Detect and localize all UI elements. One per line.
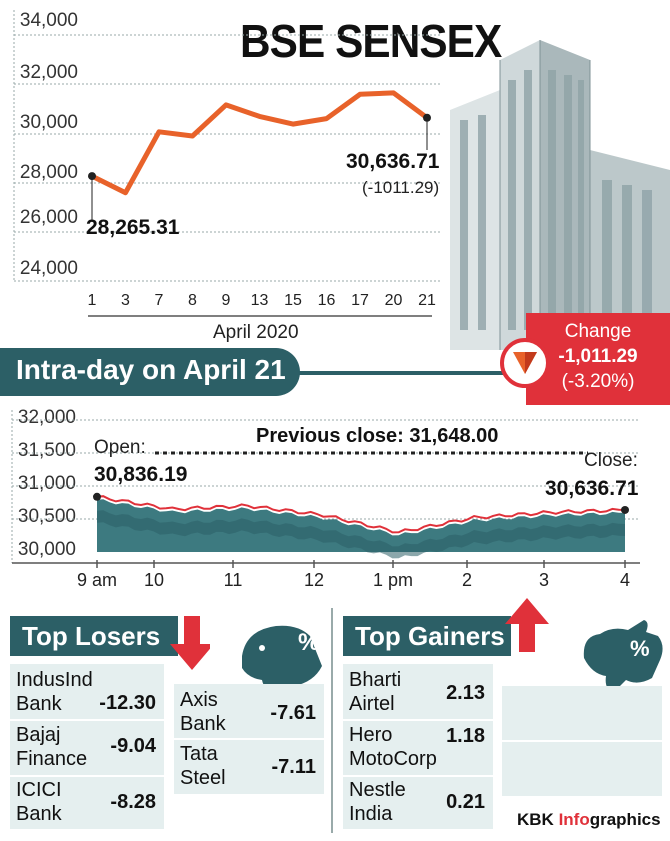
brand-credit: KBK Infographics	[517, 810, 661, 830]
x-tick: 20	[384, 292, 403, 309]
stock-name: IndusInd Bank	[16, 669, 93, 715]
table-row: Hero MotoCorp 1.18	[343, 721, 493, 775]
table-row: Nestle India 0.21	[343, 777, 493, 829]
y-tick: 30,000	[19, 112, 78, 133]
section-divider	[331, 608, 333, 833]
top-losers-heading: Top Losers	[10, 616, 178, 656]
table-row: Bajaj Finance -9.04	[10, 721, 164, 775]
stock-name: ICICI Bank	[16, 779, 62, 825]
x-tick: 13	[250, 292, 269, 309]
brand-highlight: Info	[558, 810, 590, 829]
x-tick: 9	[221, 292, 231, 309]
change-pct: (-3.20%)	[561, 371, 635, 392]
table-row: Tata Steel -7.11	[174, 740, 324, 794]
close-point	[621, 505, 629, 514]
stock-change: -7.11	[271, 756, 316, 778]
table-row: ICICI Bank -8.28	[10, 777, 164, 829]
series-line	[90, 90, 429, 196]
y-tick: 32,000	[19, 62, 78, 83]
y-tick: 26,000	[19, 207, 78, 228]
table-row: IndusInd Bank -12.30	[10, 664, 164, 719]
table-row: Bharti Airtel 2.13	[343, 664, 493, 719]
y-tick: 24,000	[19, 258, 78, 279]
end-change-label: (-1011.29)	[362, 178, 440, 197]
intraday-x-tick: 4	[619, 570, 630, 590]
losers-pct-badge: %	[298, 629, 319, 656]
stock-name: Bajaj Finance	[16, 724, 88, 770]
bear-icon: %	[242, 625, 322, 692]
open-value: 30,836.19	[94, 463, 188, 486]
empty-panel	[502, 686, 662, 796]
intraday-y-tick: 32,000	[17, 407, 76, 428]
intraday-banner: Intra-day on April 21	[0, 348, 300, 396]
open-point	[93, 492, 101, 501]
intraday-x-tick: 12	[303, 570, 325, 590]
x-axis-caption: April 2020	[213, 322, 299, 343]
intraday-y-tick: 31,000	[17, 473, 76, 494]
change-value: -1,011.29	[558, 346, 638, 367]
y-tick: 28,000	[19, 162, 78, 183]
x-tick: 1	[87, 292, 97, 309]
start-value-label: 28,265.31	[86, 216, 180, 239]
stock-name: Hero MotoCorp	[349, 724, 437, 770]
brand-prefix: KBK	[517, 810, 559, 829]
stock-change: -9.04	[110, 735, 156, 757]
down-arrow-icon	[500, 338, 550, 388]
down-arrow-icon	[170, 616, 210, 670]
intraday-line	[96, 495, 626, 534]
losers-table-1: IndusInd Bank -12.30 Bajaj Finance -9.04…	[10, 664, 164, 829]
previous-close-label: Previous close: 31,648.00	[256, 425, 499, 447]
gainers-table: Bharti Airtel 2.13 Hero MotoCorp 1.18 Ne…	[343, 664, 493, 829]
x-tick: 17	[351, 292, 369, 309]
x-tick: 15	[284, 292, 302, 309]
intraday-y-tick: 30,000	[17, 539, 76, 560]
building-illustration	[450, 40, 670, 350]
intraday-x-tick: 11	[223, 570, 243, 590]
stock-change: -8.28	[110, 791, 156, 813]
intraday-y-tick: 31,500	[17, 440, 76, 461]
monthly-line-chart	[13, 10, 440, 317]
x-tick: 7	[154, 292, 164, 309]
chart-title: BSE SENSEX	[240, 15, 502, 67]
x-tick: 8	[188, 292, 197, 309]
end-value-label: 30,636.71	[346, 150, 440, 173]
intraday-x-tick: 1 pm	[372, 570, 414, 590]
stock-name: Tata Steel	[180, 743, 226, 789]
x-tick: 21	[418, 292, 436, 309]
change-heading: Change	[564, 321, 632, 342]
intraday-x-tick: 3	[538, 570, 549, 590]
x-tick: 3	[121, 292, 130, 309]
banner-rule	[295, 371, 535, 375]
gainers-pct-badge: %	[630, 636, 650, 661]
intraday-y-tick: 30,500	[17, 506, 76, 527]
x-tick: 16	[317, 292, 336, 309]
open-label: Open:	[94, 437, 146, 458]
close-label: Close:	[584, 450, 638, 471]
brand-suffix: graphics	[589, 810, 661, 829]
top-gainers-heading: Top Gainers	[343, 616, 511, 656]
up-arrow-icon	[505, 598, 549, 652]
stock-name: Bharti Airtel	[349, 669, 402, 715]
stock-name: Axis Bank	[180, 689, 226, 735]
stock-change: -7.61	[270, 702, 316, 724]
losers-table-2: Axis Bank -7.61 Tata Steel -7.11	[174, 684, 324, 794]
stock-change: -12.30	[99, 692, 156, 714]
close-value: 30,636.71	[545, 477, 639, 500]
stock-change: 1.18	[446, 725, 485, 747]
stock-name: Nestle India	[349, 779, 406, 825]
intraday-band	[97, 510, 625, 559]
stock-change: 2.13	[446, 682, 485, 704]
stock-change: 0.21	[446, 791, 485, 813]
intraday-x-tick: 2	[461, 570, 472, 590]
intraday-x-tick: 10	[143, 570, 165, 590]
bull-icon: %	[583, 620, 663, 692]
change-box: Change -1,011.29 (-3.20%)	[526, 313, 670, 405]
intraday-x-tick: 9 am	[76, 570, 118, 590]
y-tick: 34,000	[19, 10, 78, 31]
table-row: Axis Bank -7.61	[174, 684, 324, 738]
intraday-area-chart	[11, 410, 640, 568]
